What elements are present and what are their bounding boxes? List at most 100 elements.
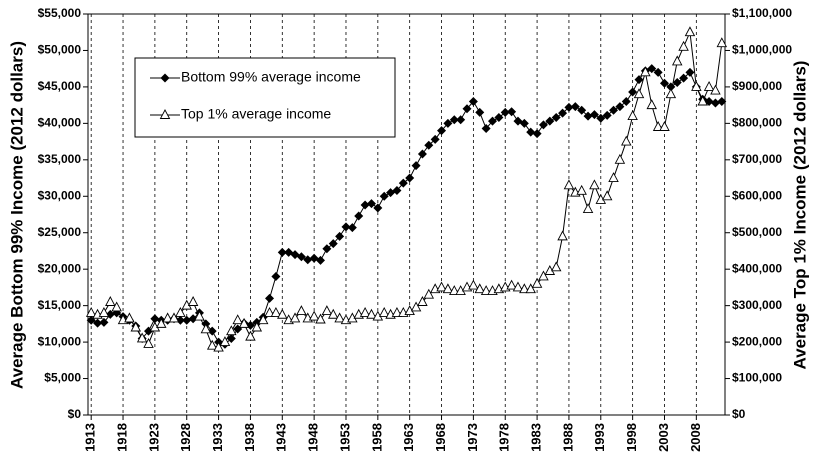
point <box>335 231 345 241</box>
y2-tick-label: $200,000 <box>732 334 782 348</box>
point <box>366 308 377 319</box>
point <box>443 118 453 128</box>
point <box>468 96 478 106</box>
point <box>430 134 440 144</box>
point <box>480 285 492 296</box>
point <box>564 102 574 112</box>
point <box>347 223 357 233</box>
legend-marker <box>159 109 171 119</box>
point <box>577 105 587 115</box>
y-tick-label: $0 <box>68 407 82 421</box>
y2-tick-label: $600,000 <box>732 188 782 202</box>
series-line <box>90 68 722 345</box>
point <box>710 98 720 108</box>
point <box>684 26 696 37</box>
point <box>411 161 421 171</box>
point <box>608 172 619 182</box>
point <box>582 203 594 213</box>
point <box>366 199 376 209</box>
point <box>289 312 301 323</box>
point <box>315 313 326 324</box>
point <box>614 153 626 164</box>
point <box>621 96 631 106</box>
point <box>525 283 536 294</box>
point <box>124 312 135 323</box>
point <box>468 279 479 290</box>
point <box>130 321 142 332</box>
point <box>277 247 287 257</box>
point <box>257 314 269 325</box>
point <box>207 326 217 336</box>
x-tick-label: 2003 <box>656 423 671 452</box>
point <box>672 78 682 88</box>
point <box>697 95 708 106</box>
x-tick-label: 1963 <box>401 423 416 452</box>
point <box>442 283 454 294</box>
point <box>296 252 306 262</box>
point <box>558 108 568 118</box>
y-tick-label: $20,000 <box>38 261 82 275</box>
point <box>621 135 632 146</box>
x-tick-label: 1953 <box>337 423 352 452</box>
point <box>628 87 638 97</box>
point <box>175 306 186 317</box>
point <box>156 317 167 328</box>
x-tick-label: 1923 <box>146 423 161 452</box>
point <box>296 305 307 316</box>
point <box>526 127 536 137</box>
point <box>646 99 657 110</box>
x-tick-label: 1938 <box>242 423 257 452</box>
point <box>168 312 180 323</box>
y-tick-label: $10,000 <box>38 334 82 348</box>
point <box>245 330 256 341</box>
point <box>188 314 198 324</box>
point <box>659 121 670 131</box>
point <box>538 270 549 281</box>
x-tick-label: 1948 <box>306 423 321 452</box>
y2-tick-label: $300,000 <box>732 298 782 312</box>
point <box>653 67 663 77</box>
point <box>270 306 282 317</box>
point <box>589 110 599 120</box>
point <box>563 179 575 190</box>
point <box>456 115 466 125</box>
point <box>449 115 459 125</box>
y-tick-label: $40,000 <box>38 116 82 130</box>
point <box>487 116 497 126</box>
point <box>322 244 332 254</box>
x-tick-label: 1983 <box>529 423 544 452</box>
point <box>615 102 625 112</box>
y-tick-label: $30,000 <box>38 188 82 202</box>
point <box>532 129 542 139</box>
point <box>93 318 103 328</box>
point <box>481 123 491 133</box>
point <box>238 317 250 328</box>
point <box>710 84 721 95</box>
point <box>570 102 580 112</box>
point <box>99 317 109 327</box>
point <box>671 55 683 66</box>
point <box>601 190 613 201</box>
point <box>602 110 612 120</box>
point <box>373 203 383 213</box>
point <box>557 230 568 241</box>
point <box>531 277 543 288</box>
point <box>417 296 428 306</box>
point <box>226 325 237 336</box>
point <box>264 306 275 317</box>
x-tick-label: 1918 <box>114 423 129 452</box>
x-tick-label: 1988 <box>560 423 575 452</box>
point <box>379 191 389 201</box>
point <box>691 80 702 91</box>
y-tick-label: $15,000 <box>38 298 82 312</box>
point <box>423 288 435 299</box>
y2-tick-label: $100,000 <box>732 371 782 385</box>
point <box>303 255 313 265</box>
point <box>194 310 205 321</box>
y2-axis-title: Average Top 1% Income (2012 dollars) <box>790 61 809 370</box>
point <box>507 107 517 117</box>
point <box>550 261 562 272</box>
point <box>665 88 677 99</box>
point <box>144 326 154 336</box>
